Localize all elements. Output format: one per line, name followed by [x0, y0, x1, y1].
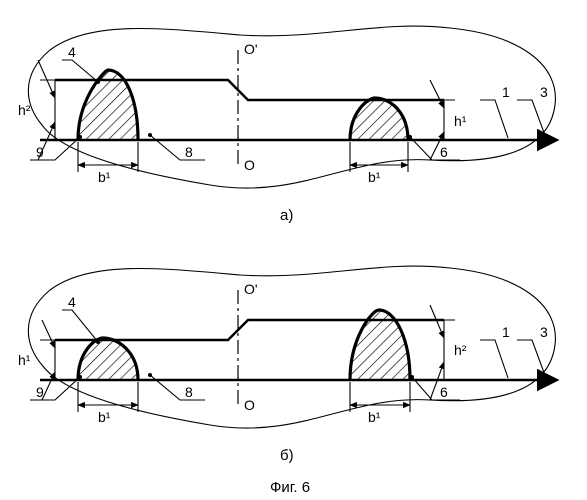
- svg-text:1: 1: [502, 84, 510, 100]
- svg-text:3: 3: [540, 84, 548, 100]
- svg-text:h²: h²: [18, 102, 31, 118]
- svg-text:h²: h²: [454, 342, 467, 358]
- dim-h2-a: h²: [18, 60, 70, 160]
- figure-caption: Фиг. 6: [270, 479, 310, 496]
- label-O-b: О: [244, 397, 255, 413]
- svg-text:1: 1: [502, 324, 510, 340]
- svg-text:h¹: h¹: [454, 113, 467, 129]
- svg-text:6: 6: [440, 384, 448, 400]
- sublabel-a: а): [280, 207, 293, 224]
- svg-text:h¹: h¹: [18, 352, 31, 368]
- dim-b1-right-b: b¹: [350, 382, 410, 425]
- dim-b1-left-a: b¹: [78, 142, 138, 185]
- svg-text:6: 6: [440, 144, 448, 160]
- svg-text:8: 8: [185, 144, 193, 160]
- label-O-a: О: [244, 157, 255, 173]
- dim-h1-b: h¹: [18, 320, 70, 400]
- svg-text:4: 4: [68, 294, 76, 310]
- panel-a: О' О h² h¹: [18, 26, 555, 224]
- sublabel-b: б): [280, 447, 294, 464]
- label-Oprime-a: О': [244, 41, 258, 57]
- svg-text:b¹: b¹: [98, 409, 111, 425]
- small-lobe-b: [78, 338, 138, 380]
- svg-text:b¹: b¹: [368, 409, 381, 425]
- svg-text:9: 9: [36, 144, 44, 160]
- svg-text:b¹: b¹: [98, 169, 111, 185]
- svg-text:8: 8: [185, 384, 193, 400]
- svg-text:3: 3: [540, 324, 548, 340]
- panel-b: О' О h¹ h²: [18, 266, 555, 464]
- label-Oprime-b: О': [244, 281, 258, 297]
- svg-text:4: 4: [68, 44, 76, 60]
- svg-text:b¹: b¹: [368, 169, 381, 185]
- small-lobe-a: [350, 98, 408, 140]
- svg-text:9: 9: [36, 384, 44, 400]
- dim-b1-left-b: b¹: [78, 382, 138, 425]
